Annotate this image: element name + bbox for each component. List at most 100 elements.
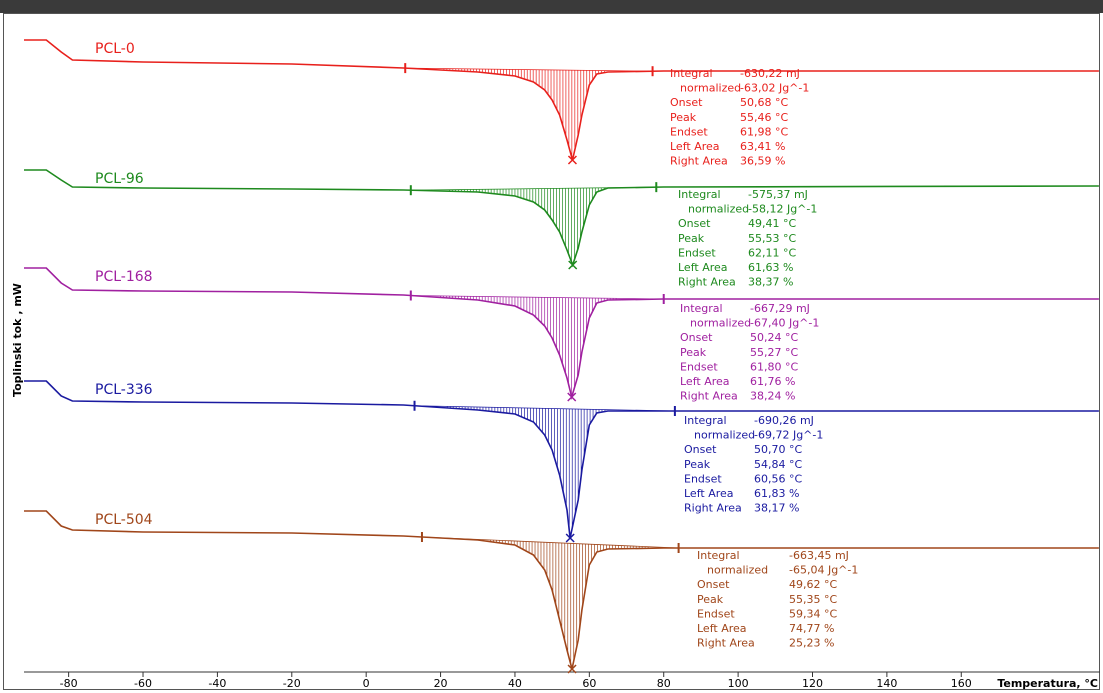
x-tick-label: 40: [508, 677, 522, 690]
x-tick-label: 140: [876, 677, 897, 690]
annotation-label: Peak: [697, 593, 724, 606]
annotation-value: 36,59 %: [740, 155, 785, 168]
series-line: [24, 169, 1099, 268]
annotation-value: -63,02 Jg^-1: [740, 82, 809, 95]
annotation-label: Right Area: [670, 155, 728, 168]
peak-marker: [565, 533, 575, 543]
annotation-label: normalized: [690, 317, 751, 330]
annotation-label: Integral: [697, 549, 740, 562]
annotation-value: 54,84 °C: [754, 458, 802, 471]
x-tick-label: 60: [582, 677, 596, 690]
annotation-label: Peak: [680, 346, 707, 359]
annotation-value: 63,41 %: [740, 140, 785, 153]
x-tick-label: 0: [363, 677, 370, 690]
x-tick-label: -40: [208, 677, 226, 690]
x-tick-label: -80: [60, 677, 78, 690]
annotation-value: 61,98 °C: [740, 125, 788, 138]
annotation-value: 49,62 °C: [789, 578, 837, 591]
annotation-label: Onset: [680, 331, 713, 344]
annotation-value: 59,34 °C: [789, 607, 837, 620]
annotation-value: -67,40 Jg^-1: [750, 317, 819, 330]
annotation-label: normalized: [707, 564, 768, 577]
annotation-label: normalized: [680, 82, 741, 95]
y-axis-label: Toplinski tok , mW: [11, 283, 24, 397]
annotation-label: Onset: [697, 578, 730, 591]
x-tick-label: 80: [657, 677, 671, 690]
integration-baseline: [405, 67, 653, 72]
annotation-label: Endset: [684, 472, 722, 485]
annotation-value: 38,24 %: [750, 390, 795, 403]
integration-baseline: [414, 405, 675, 412]
annotation-value: 74,77 %: [789, 622, 834, 635]
annotation-label: Right Area: [678, 276, 736, 289]
annotation-value: 50,68 °C: [740, 96, 788, 109]
annotation-value: 38,17 %: [754, 502, 799, 515]
annotation-label: Left Area: [697, 622, 747, 635]
series-label: PCL-336: [95, 382, 153, 398]
annotation-value: 61,63 %: [748, 261, 793, 274]
annotation-label: Left Area: [670, 140, 720, 153]
annotation-value: -575,37 mJ: [748, 188, 808, 201]
series-label: PCL-0: [95, 41, 135, 57]
annotation-label: Endset: [680, 360, 718, 373]
annotation-value: 38,37 %: [748, 276, 793, 289]
annotation-label: Endset: [678, 246, 716, 259]
annotation-label: Endset: [670, 125, 708, 138]
annotation-label: Endset: [697, 607, 735, 620]
x-tick-label: -20: [283, 677, 301, 690]
annotation-value: 55,53 °C: [748, 232, 796, 245]
series-line: [24, 39, 1099, 161]
series-label: PCL-168: [95, 269, 153, 285]
annotation-value: 50,70 °C: [754, 443, 802, 456]
x-tick-label: 120: [802, 677, 823, 690]
annotation-value: 25,23 %: [789, 637, 834, 650]
annotation-value: -69,72 Jg^-1: [754, 429, 823, 442]
series-line: [24, 380, 1099, 539]
annotation-label: Onset: [684, 443, 717, 456]
annotation-label: Right Area: [680, 390, 738, 403]
peak-marker: [567, 664, 577, 674]
annotation-label: Left Area: [680, 375, 730, 388]
annotation-label: Left Area: [678, 261, 728, 274]
annotation-label: Right Area: [684, 502, 742, 515]
annotation-label: Onset: [670, 96, 703, 109]
series-line: [24, 510, 1099, 670]
annotation-value: 55,35 °C: [789, 593, 837, 606]
annotation-value: 61,76 %: [750, 375, 795, 388]
annotation-label: Integral: [680, 302, 723, 315]
annotation-label: Peak: [684, 458, 711, 471]
series-label: PCL-504: [95, 512, 153, 528]
x-tick-label: 20: [434, 677, 448, 690]
series-line: [24, 267, 1099, 401]
x-tick-label: 160: [951, 677, 972, 690]
annotation-label: Left Area: [684, 487, 734, 500]
frame: [3, 13, 1100, 690]
annotation-value: 49,41 °C: [748, 217, 796, 230]
integration-baseline: [410, 295, 664, 300]
x-tick-label: 100: [728, 677, 749, 690]
series-label: PCL-96: [95, 171, 144, 187]
peak-marker: [568, 260, 578, 270]
peak-marker: [567, 392, 577, 402]
annotation-value: 55,27 °C: [750, 346, 798, 359]
window-top-bar: [0, 0, 1103, 13]
x-tick-label: -60: [134, 677, 152, 690]
annotation-value: -663,45 mJ: [789, 549, 849, 562]
annotation-label: Onset: [678, 217, 711, 230]
annotation-value: 61,80 °C: [750, 360, 798, 373]
annotation-value: -690,26 mJ: [754, 414, 814, 427]
annotation-label: normalized: [688, 203, 749, 216]
annotation-value: 62,11 °C: [748, 246, 796, 259]
annotation-value: -65,04 Jg^-1: [789, 564, 858, 577]
annotation-value: 61,83 %: [754, 487, 799, 500]
annotation-value: 50,24 °C: [750, 331, 798, 344]
annotation-label: Integral: [678, 188, 721, 201]
annotation-label: Integral: [670, 67, 713, 80]
annotation-value: -630,22 mJ: [740, 67, 800, 80]
annotation-value: 55,46 °C: [740, 111, 788, 124]
annotation-label: Peak: [678, 232, 705, 245]
annotation-label: normalized: [694, 429, 755, 442]
